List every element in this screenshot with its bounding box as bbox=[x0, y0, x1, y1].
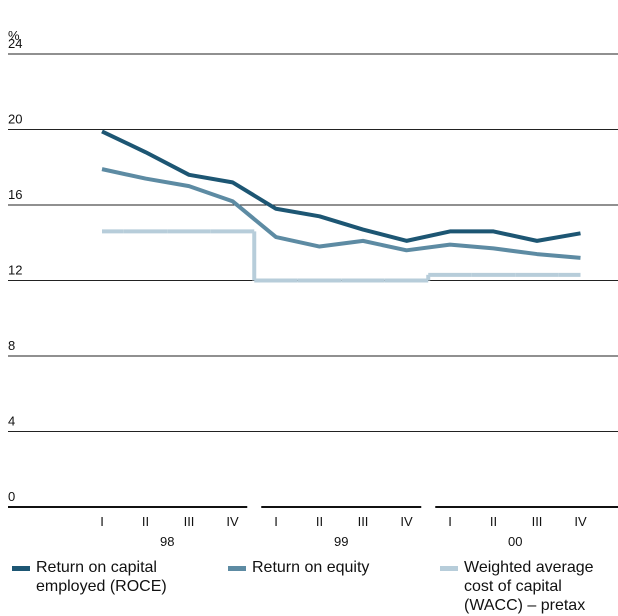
x-tick-label: III bbox=[358, 514, 369, 529]
legend-swatch bbox=[440, 566, 458, 571]
x-tick-label: IV bbox=[226, 514, 239, 529]
x-tick-label: II bbox=[316, 514, 323, 529]
y-tick-label: 16 bbox=[8, 187, 22, 202]
legend-label: Return on equity bbox=[252, 559, 370, 576]
y-tick-label: 12 bbox=[8, 263, 22, 278]
x-tick-label: IV bbox=[400, 514, 413, 529]
x-tick-label: II bbox=[490, 514, 497, 529]
y-tick-label: 8 bbox=[8, 338, 15, 353]
legend-swatch bbox=[12, 566, 30, 571]
legend-label: Weighted average cost of capital (WACC) … bbox=[464, 559, 594, 614]
x-group-label: 98 bbox=[160, 534, 174, 549]
line-series bbox=[101, 167, 581, 260]
x-tick-label: IV bbox=[574, 514, 587, 529]
x-tick-label: I bbox=[100, 514, 104, 529]
y-tick-label: 20 bbox=[8, 112, 22, 127]
x-group-label: 99 bbox=[334, 534, 348, 549]
y-unit: % bbox=[8, 28, 20, 43]
x-tick-label: II bbox=[142, 514, 149, 529]
y-tick-label: 0 bbox=[8, 489, 15, 504]
line-series bbox=[101, 129, 581, 243]
legend-swatch bbox=[228, 566, 246, 571]
legend-label: Return on capital employed (ROCE) bbox=[36, 559, 167, 595]
x-tick-label: I bbox=[448, 514, 452, 529]
x-tick-label: I bbox=[274, 514, 278, 529]
x-tick-label: III bbox=[184, 514, 195, 529]
x-group-label: 00 bbox=[508, 534, 522, 549]
y-tick-label: 24 bbox=[8, 36, 22, 51]
y-tick-label: 4 bbox=[8, 414, 15, 429]
x-tick-label: III bbox=[532, 514, 543, 529]
